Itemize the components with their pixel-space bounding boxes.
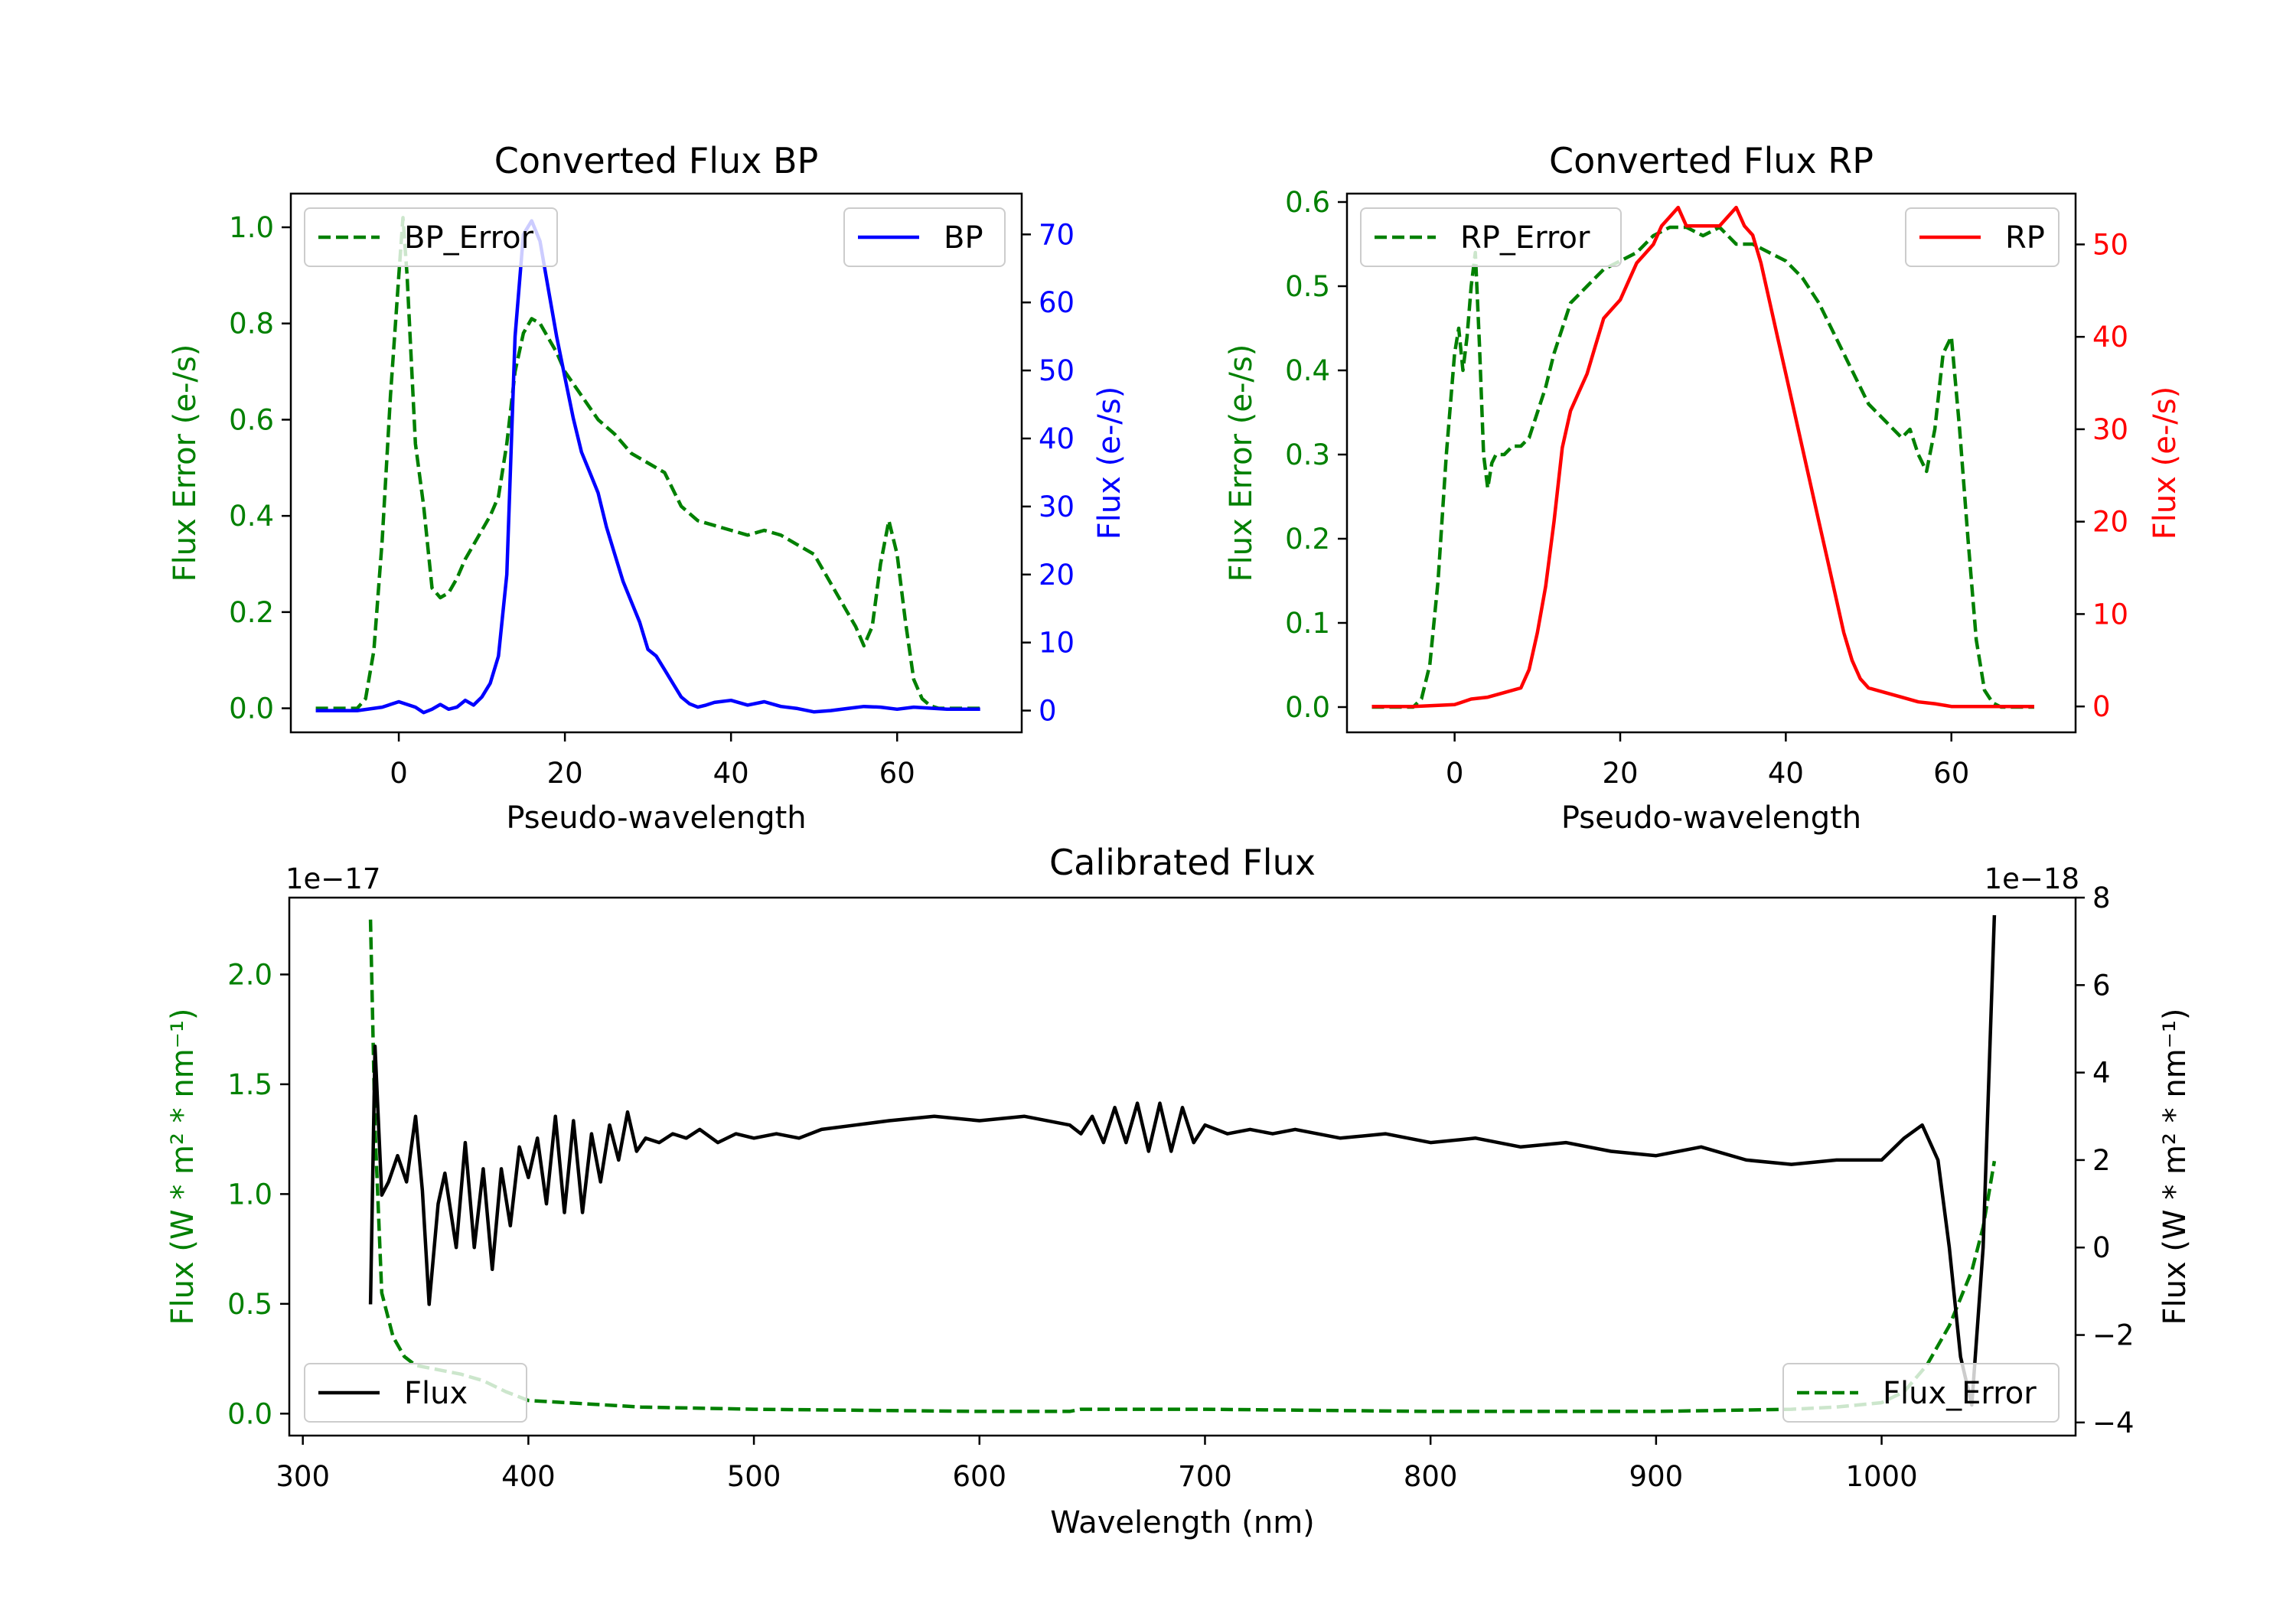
x-tick-label: 60	[1933, 757, 1969, 790]
y-right-tick-label: 8	[2092, 882, 2111, 914]
legend-box	[843, 207, 1006, 267]
y-right-tick-label: 0	[1039, 695, 1057, 728]
x-tick-label: 20	[1602, 757, 1638, 790]
y-right-axis-label: Flux (e-/s)	[2148, 386, 2183, 539]
x-tick-label: 0	[1446, 757, 1464, 790]
x-tick-label: 40	[713, 757, 749, 790]
y-right-tick-label: 2	[2092, 1144, 2111, 1177]
y-left-offset-label: 1e−17	[285, 862, 380, 895]
legend-box	[1905, 207, 2060, 267]
series-line-flux	[368, 914, 1997, 1407]
y-right-tick-label: 0	[2092, 690, 2111, 723]
y-right-tick-label: −2	[2092, 1319, 2135, 1352]
legend-label: RP	[2005, 220, 2045, 256]
legend-label: Flux_Error	[1883, 1376, 2037, 1411]
y-left-tick-label: 0.0	[229, 693, 274, 725]
y-right-axis-label: Flux (W * m² * nm⁻¹)	[2157, 1009, 2193, 1325]
x-tick-label: 400	[501, 1460, 556, 1493]
y-left-tick-label: 1.0	[227, 1178, 272, 1211]
x-tick-label: 900	[1629, 1460, 1684, 1493]
legend-label: BP	[944, 220, 983, 256]
y-right-tick-label: 30	[1039, 491, 1075, 523]
x-tick-label: 60	[879, 757, 915, 790]
legend-label: BP_Error	[404, 220, 534, 256]
chart-title: Calibrated Flux	[1049, 842, 1316, 883]
y-left-tick-label: 0.6	[1285, 186, 1330, 219]
y-left-tick-label: 0.6	[229, 403, 274, 436]
y-right-offset-label: 1e−18	[1985, 862, 2079, 895]
x-tick-label: 0	[390, 757, 408, 790]
y-right-axis-label: Flux (e-/s)	[1092, 386, 1127, 539]
y-left-tick-label: 2.0	[227, 958, 272, 991]
y-right-tick-label: 70	[1039, 218, 1075, 251]
chart-title: Converted Flux RP	[1549, 140, 1874, 181]
x-axis-label: Pseudo-wavelength	[1561, 800, 1861, 836]
y-right-tick-label: 4	[2092, 1057, 2111, 1090]
legend-box	[304, 207, 558, 267]
y-right-tick-label: 20	[2092, 506, 2128, 539]
series-line-flux-error	[368, 919, 1997, 1413]
y-left-tick-label: 0.1	[1285, 607, 1330, 640]
y-left-tick-label: 0.5	[227, 1288, 272, 1321]
y-right-tick-label: −4	[2092, 1407, 2135, 1439]
y-right-tick-label: 40	[1039, 422, 1075, 455]
x-tick-label: 1000	[1845, 1460, 1917, 1493]
y-left-tick-label: 0.5	[1285, 270, 1330, 303]
legend-box	[1360, 207, 1622, 267]
series-line-rp-error	[1371, 225, 2034, 709]
y-right-tick-label: 20	[1039, 559, 1075, 592]
y-left-axis-label: Flux Error (e-/s)	[1224, 344, 1259, 582]
y-left-tick-label: 0.3	[1285, 438, 1330, 471]
x-tick-label: 700	[1178, 1460, 1232, 1493]
series-line-rp	[1371, 205, 2034, 709]
x-tick-label: 800	[1404, 1460, 1458, 1493]
legend-label: RP_Error	[1460, 220, 1590, 256]
plot-frame	[288, 896, 2077, 1437]
y-right-tick-label: 0	[2092, 1231, 2111, 1264]
series-line-bp	[315, 219, 980, 715]
legend-box	[304, 1363, 527, 1423]
y-right-tick-label: 6	[2092, 969, 2111, 1002]
y-left-tick-label: 0.0	[1285, 691, 1330, 724]
y-left-axis-label: Flux (W * m² * nm⁻¹)	[165, 1009, 201, 1325]
y-right-tick-label: 10	[1039, 627, 1075, 660]
y-left-tick-label: 0.2	[229, 596, 274, 629]
plot-frame	[1345, 192, 2077, 734]
y-right-tick-label: 10	[2092, 598, 2128, 631]
x-axis-label: Wavelength (nm)	[1050, 1505, 1315, 1540]
y-right-tick-label: 50	[2092, 228, 2128, 261]
x-tick-label: 300	[276, 1460, 330, 1493]
y-left-tick-label: 1.0	[229, 211, 274, 244]
plot-frame	[289, 192, 1023, 734]
legend-box	[1782, 1363, 2060, 1423]
y-right-tick-label: 40	[2092, 321, 2128, 354]
y-right-tick-label: 30	[2092, 413, 2128, 446]
y-right-tick-label: 50	[1039, 354, 1075, 387]
y-left-tick-label: 1.5	[227, 1068, 272, 1101]
x-axis-label: Pseudo-wavelength	[506, 800, 806, 836]
y-left-tick-label: 0.0	[227, 1397, 272, 1430]
x-tick-label: 500	[727, 1460, 781, 1493]
series-line-bp-error	[315, 216, 980, 710]
y-left-tick-label: 0.8	[229, 308, 274, 341]
y-left-tick-label: 0.4	[229, 500, 274, 533]
legend-label: Flux	[404, 1376, 468, 1411]
y-right-tick-label: 60	[1039, 286, 1075, 319]
y-left-axis-label: Flux Error (e-/s)	[168, 344, 203, 582]
y-left-tick-label: 0.4	[1285, 354, 1330, 387]
x-tick-label: 20	[547, 757, 583, 790]
x-tick-label: 40	[1768, 757, 1804, 790]
chart-title: Converted Flux BP	[494, 140, 819, 181]
x-tick-label: 600	[952, 1460, 1006, 1493]
y-left-tick-label: 0.2	[1285, 523, 1330, 556]
